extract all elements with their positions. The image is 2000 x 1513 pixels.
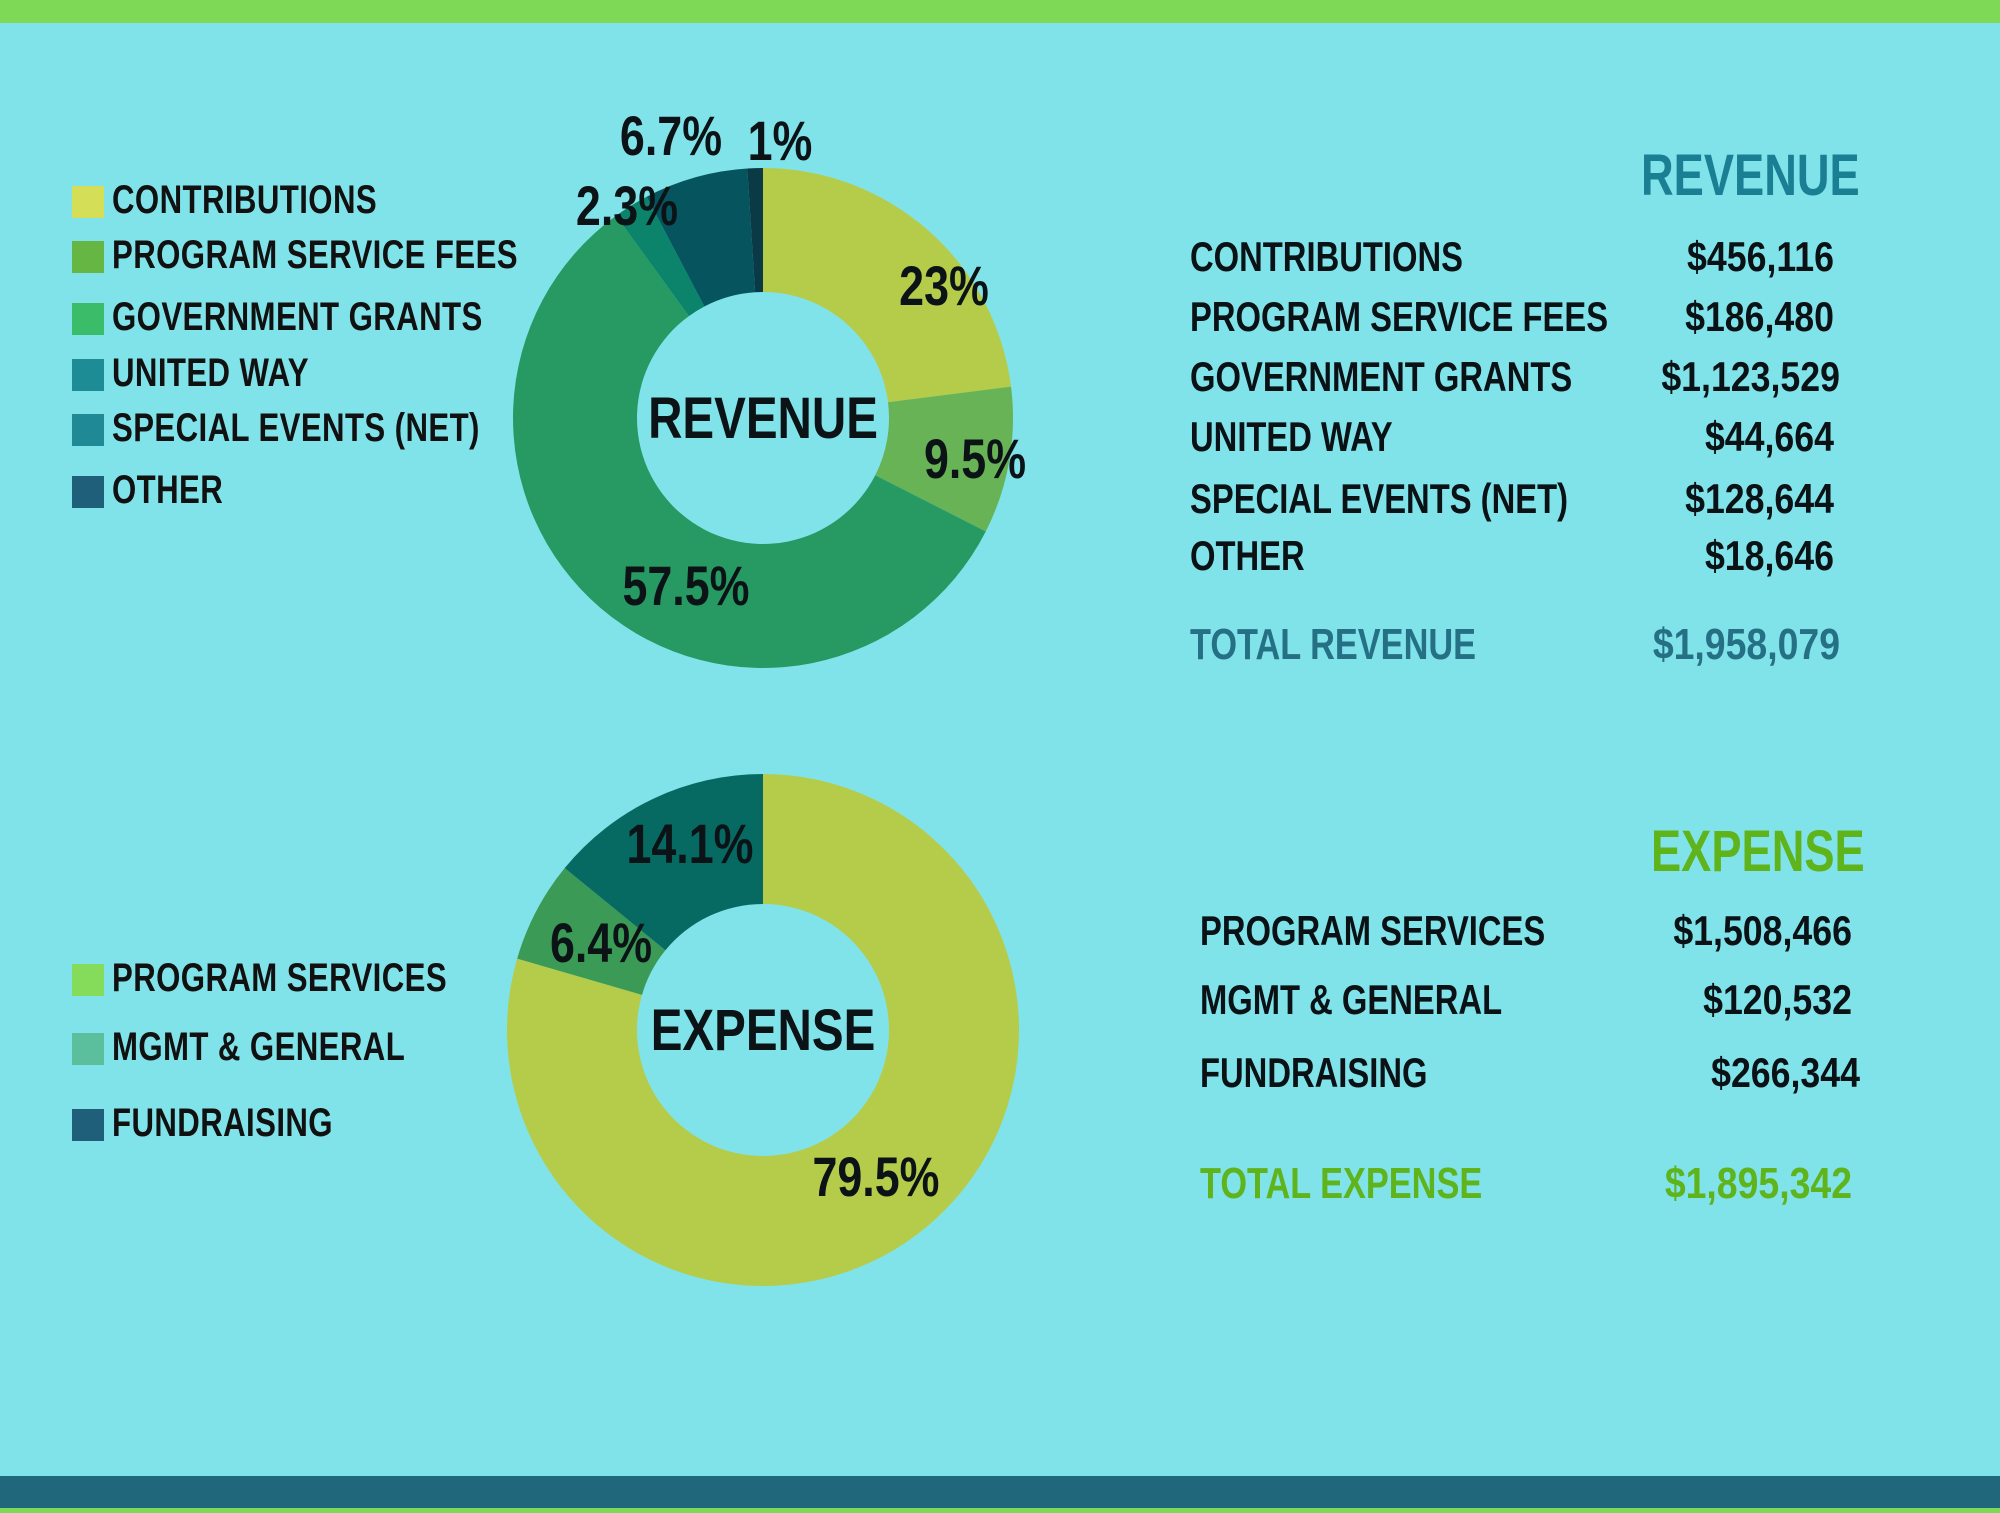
legend-label: OTHER <box>112 468 224 512</box>
donut-center-title: REVENUE <box>648 387 878 452</box>
row-value: $44,664 <box>1704 413 1834 460</box>
table-total-row: TOTAL REVENUE $1,958,079 <box>1190 620 1840 670</box>
row-label: PROGRAM SERVICES <box>1200 907 1546 954</box>
legend-swatch <box>72 186 104 218</box>
row-value: $128,644 <box>1685 475 1834 522</box>
donut-slice-fundraising <box>564 774 763 951</box>
data-label: 23% <box>899 254 989 317</box>
legend-label: CONTRIBUTIONS <box>112 178 378 222</box>
expense-table-title: EXPENSE <box>1651 819 1865 884</box>
data-label: 1% <box>748 109 813 172</box>
table-row: CONTRIBUTIONS $456,116 <box>1190 233 1834 283</box>
row-label: CONTRIBUTIONS <box>1190 233 1463 280</box>
revenue-table-title: REVENUE <box>1641 143 1860 208</box>
row-label: FUNDRAISING <box>1200 1049 1428 1096</box>
row-value: $18,646 <box>1704 532 1834 579</box>
legend-label: PROGRAM SERVICE FEES <box>112 233 518 277</box>
table-row: MGMT & GENERAL $120,532 <box>1200 976 1852 1026</box>
bottom-accent-line <box>0 1508 2000 1513</box>
donut-slice-program-service-fees <box>875 386 1013 532</box>
row-value: $266,344 <box>1711 1049 1860 1096</box>
data-label: 9.5% <box>924 427 1026 490</box>
table-total-row: TOTAL EXPENSE $1,895,342 <box>1200 1159 1852 1209</box>
total-label: TOTAL EXPENSE <box>1200 1159 1483 1208</box>
table-row: SPECIAL EVENTS (NET) $128,644 <box>1190 475 1834 525</box>
row-label: PROGRAM SERVICE FEES <box>1190 293 1609 340</box>
legend-swatch <box>72 964 104 996</box>
table-row: PROGRAM SERVICE FEES $186,480 <box>1190 293 1834 343</box>
donut-slice-government-grants <box>513 215 986 668</box>
legend-swatch <box>72 241 104 273</box>
table-row: OTHER $18,646 <box>1190 532 1834 582</box>
donut-slice-united-way <box>616 196 705 317</box>
donut-center-title: EXPENSE <box>651 999 876 1064</box>
donut-slice-mgmt-general <box>517 868 666 995</box>
donut-slice-contributions <box>763 168 1012 403</box>
row-label: GOVERNMENT GRANTS <box>1190 353 1573 400</box>
table-row: PROGRAM SERVICES $1,508,466 <box>1200 907 1852 957</box>
total-value: $1,958,079 <box>1652 620 1840 669</box>
data-label: 6.7% <box>620 104 722 167</box>
table-row: GOVERNMENT GRANTS $1,123,529 <box>1190 353 1840 403</box>
data-label: 79.5% <box>812 1145 939 1208</box>
donut-slice-special-events-net <box>646 168 756 307</box>
row-label: MGMT & GENERAL <box>1200 976 1503 1023</box>
legend-swatch <box>72 359 104 391</box>
row-value: $1,508,466 <box>1673 907 1852 954</box>
row-label: OTHER <box>1190 532 1305 579</box>
legend-label: UNITED WAY <box>112 351 309 395</box>
legend-swatch <box>72 476 104 508</box>
data-label: 14.1% <box>626 812 753 875</box>
row-label: SPECIAL EVENTS (NET) <box>1190 475 1569 522</box>
legend-swatch <box>72 414 104 446</box>
total-label: TOTAL REVENUE <box>1190 620 1477 669</box>
top-accent-bar <box>0 0 2000 23</box>
donut-slice-other <box>747 168 763 293</box>
legend-swatch <box>72 303 104 335</box>
legend-label: SPECIAL EVENTS (NET) <box>112 406 480 450</box>
legend-label: FUNDRAISING <box>112 1101 333 1145</box>
row-value: $120,532 <box>1703 976 1852 1023</box>
data-label: 6.4% <box>550 911 652 974</box>
bottom-accent-bar <box>0 1476 2000 1513</box>
data-label: 57.5% <box>622 554 749 617</box>
table-row: UNITED WAY $44,664 <box>1190 413 1834 463</box>
legend-label: PROGRAM SERVICES <box>112 956 448 1000</box>
row-value: $1,123,529 <box>1661 353 1840 400</box>
donut-slice-program-services <box>506 774 1019 1287</box>
legend-label: MGMT & GENERAL <box>112 1025 406 1069</box>
legend-swatch <box>72 1033 104 1065</box>
row-label: UNITED WAY <box>1190 413 1393 460</box>
row-value: $456,116 <box>1687 233 1834 280</box>
legend-label: GOVERNMENT GRANTS <box>112 295 483 339</box>
row-value: $186,480 <box>1685 293 1834 340</box>
legend-swatch <box>72 1109 104 1141</box>
total-value: $1,895,342 <box>1664 1159 1852 1208</box>
table-row: FUNDRAISING $266,344 <box>1200 1049 1860 1099</box>
data-label: 2.3% <box>576 174 678 237</box>
